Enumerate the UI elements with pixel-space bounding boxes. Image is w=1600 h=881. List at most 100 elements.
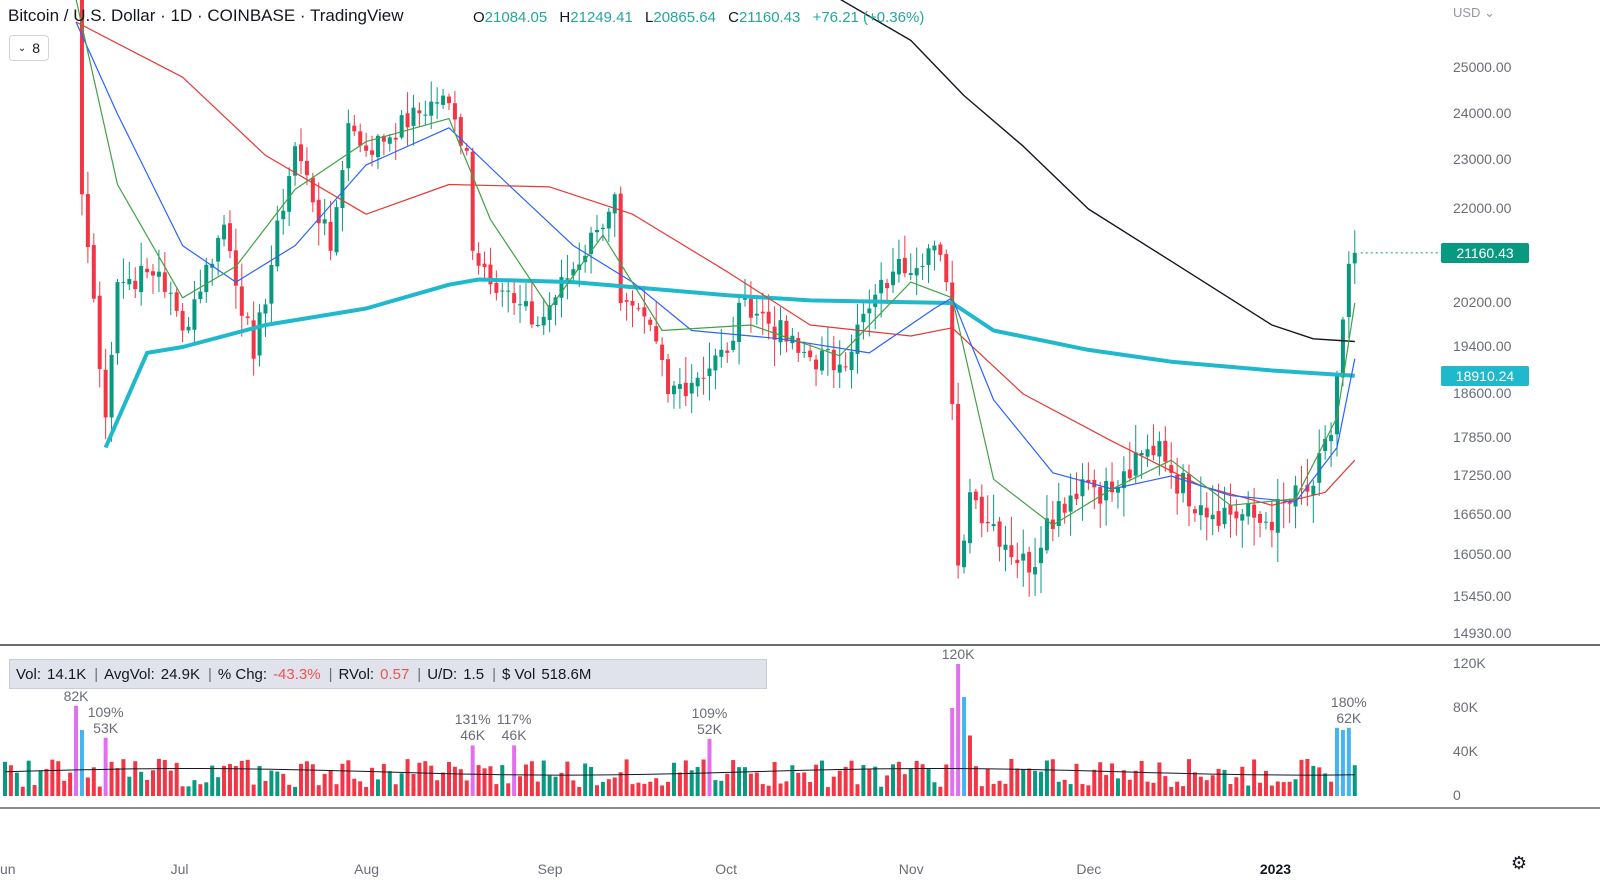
volume-bar — [328, 770, 333, 796]
volume-tick: 40K — [1453, 743, 1478, 759]
candle-body — [565, 278, 570, 280]
volume-bar — [920, 764, 925, 796]
volume-bar — [1246, 785, 1251, 796]
volume-bar — [695, 767, 700, 796]
volume-bar — [227, 764, 232, 796]
volume-bar — [429, 765, 434, 796]
candle-body — [1056, 501, 1061, 527]
volume-bar — [618, 772, 623, 796]
volume-bar — [837, 770, 842, 796]
candle-body — [494, 282, 499, 293]
candle-body — [293, 146, 298, 176]
candle-body — [334, 207, 339, 253]
volume-bar — [760, 784, 765, 796]
volume-bar — [583, 763, 588, 796]
volume-bar — [701, 759, 706, 796]
candle-body — [600, 227, 605, 230]
candle-body — [920, 266, 925, 268]
volume-bar — [1151, 782, 1156, 796]
ma-line-black — [840, 0, 1355, 343]
candle-body — [1252, 504, 1257, 518]
volume-annotation: 120K — [928, 646, 988, 662]
indicators-toggle[interactable]: ⌄ 8 — [9, 35, 49, 61]
candle-body — [1352, 252, 1357, 264]
candle-body — [707, 368, 712, 377]
volume-bar — [216, 777, 221, 796]
candle-body — [819, 350, 824, 371]
candle-body — [571, 269, 576, 276]
volume-bar — [1133, 770, 1138, 796]
volume-bar — [1263, 770, 1268, 796]
volume-bar — [1145, 781, 1150, 796]
ma-line-red — [75, 21, 1356, 506]
volume-bar — [731, 760, 736, 796]
volume-bar — [553, 776, 558, 796]
volume-bar — [222, 765, 227, 796]
volume-bar — [50, 759, 55, 796]
volume-bar — [991, 783, 996, 796]
volume-bar — [1240, 766, 1245, 796]
volume-bar — [417, 762, 422, 796]
candle-body — [1269, 521, 1274, 531]
volume-bar — [766, 785, 771, 796]
candle-body — [1074, 493, 1079, 499]
candle-body — [701, 377, 706, 379]
volume-bar — [346, 760, 351, 796]
candle-body — [269, 264, 274, 304]
time-tick: Sep — [537, 861, 563, 877]
candle-body — [1258, 513, 1263, 523]
candle-body — [1009, 545, 1014, 558]
volume-bar — [26, 760, 31, 796]
volume-bar — [3, 761, 7, 796]
volume-bar — [1258, 782, 1263, 796]
candle-body — [227, 223, 232, 252]
volume-bar — [1198, 776, 1203, 796]
currency-selector[interactable]: USD ⌄ — [1453, 5, 1495, 21]
volume-bar — [689, 770, 694, 796]
volume-bar — [381, 764, 386, 796]
volume-bar — [1317, 767, 1322, 796]
gear-icon[interactable]: ⚙ — [1510, 853, 1528, 873]
candle-body — [855, 324, 860, 354]
volume-bar — [1115, 778, 1120, 796]
candle-body — [174, 292, 179, 311]
candle-body — [677, 384, 682, 389]
candle-body — [595, 229, 599, 233]
avgvol-label: AvgVol: — [104, 665, 155, 683]
candle-body — [648, 319, 653, 325]
volume-bar — [796, 772, 801, 796]
volume-bar — [529, 761, 534, 796]
candle-body — [1323, 439, 1328, 452]
volume-bar — [1323, 773, 1328, 796]
volume-bar — [997, 780, 1002, 796]
candle-body — [559, 277, 564, 298]
volume-bar — [174, 762, 179, 796]
close-value: 21160.43 — [738, 9, 801, 26]
symbol-title[interactable]: Bitcoin / U.S. Dollar · 1D · COINBASE · … — [8, 6, 404, 25]
volume-annotation: 180% 62K — [1319, 694, 1379, 726]
price-tick: 16050.00 — [1453, 546, 1512, 562]
volume-bar — [340, 763, 345, 796]
volume-bar — [778, 783, 783, 796]
price-tick: 17250.00 — [1453, 467, 1512, 483]
candle-body — [239, 286, 244, 316]
candle-body — [737, 302, 742, 343]
candle-body — [950, 282, 955, 405]
candle-body — [1293, 485, 1298, 507]
candle-body — [725, 350, 730, 353]
volume-bar — [387, 771, 392, 796]
candle-body — [932, 245, 937, 251]
candle-body — [1287, 501, 1292, 504]
volume-bar — [737, 767, 742, 796]
candles — [79, 0, 1357, 597]
candle-body — [358, 131, 363, 146]
volume-bar — [754, 772, 759, 796]
volume-bar — [595, 785, 599, 796]
candle-body — [784, 320, 789, 342]
volume-bar — [482, 768, 487, 796]
candle-body — [1228, 504, 1233, 515]
volume-bar — [14, 772, 19, 796]
candle-body — [861, 313, 866, 323]
volume-tick: 120K — [1453, 655, 1486, 671]
